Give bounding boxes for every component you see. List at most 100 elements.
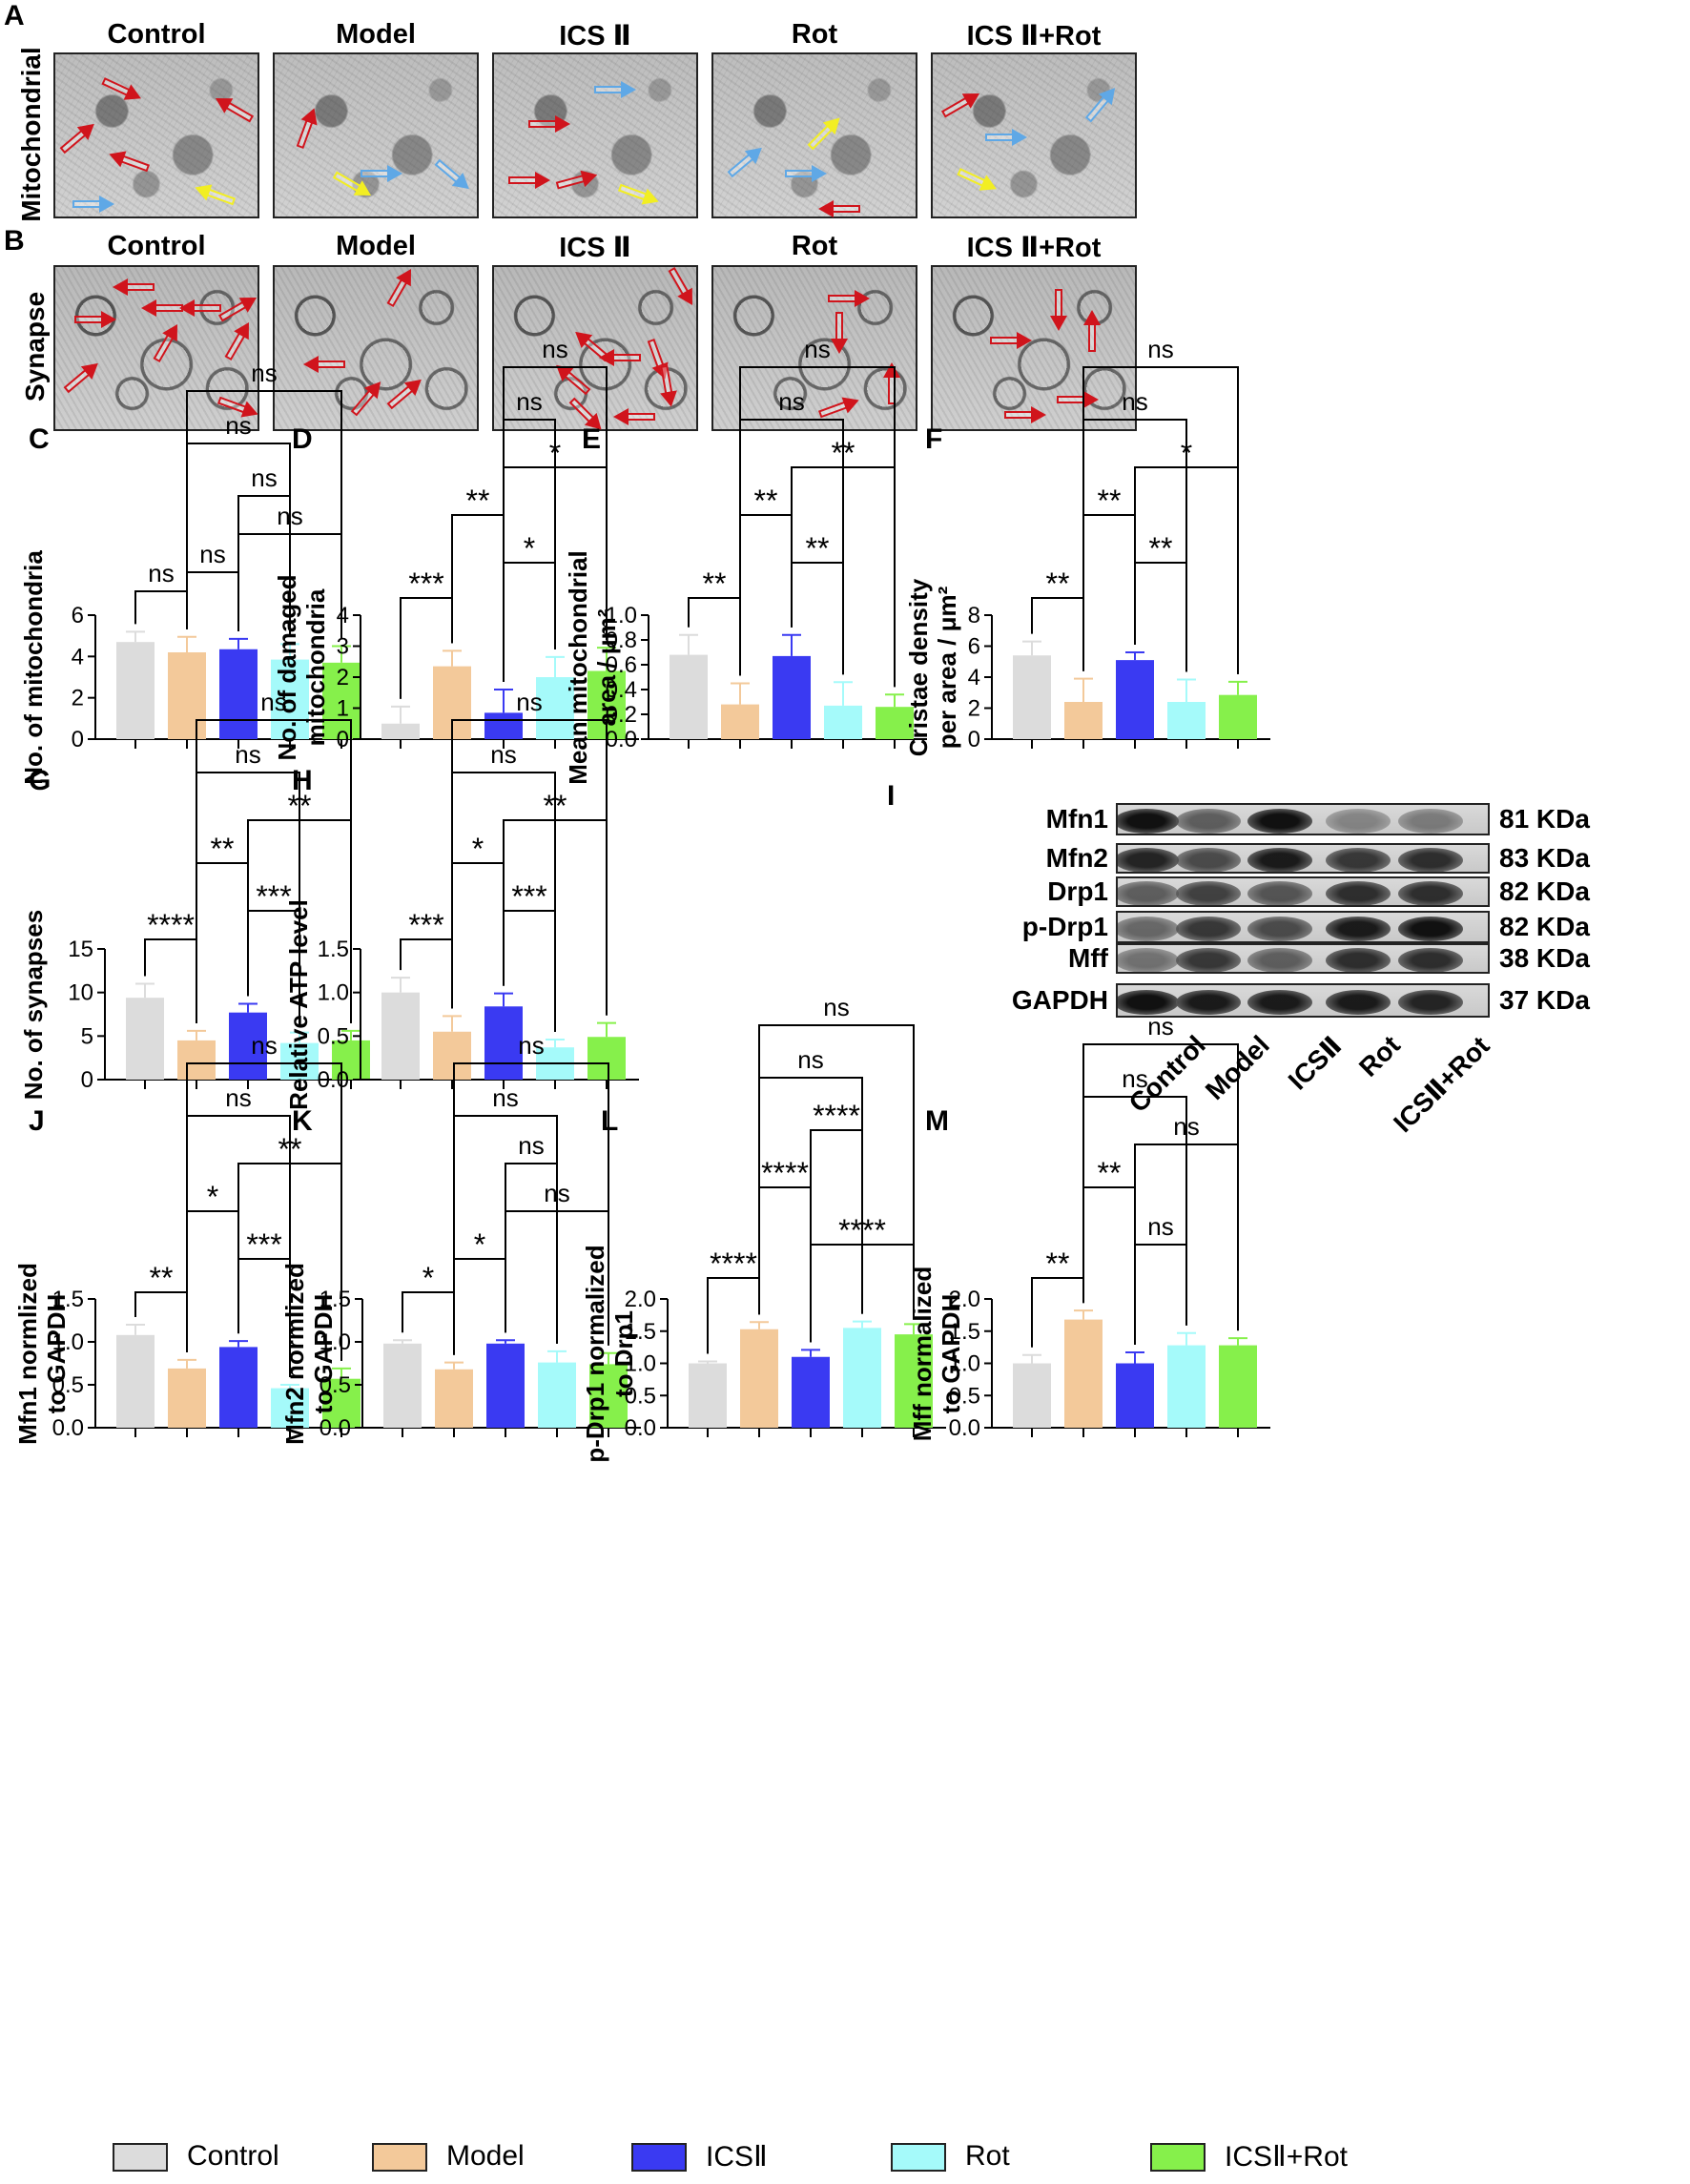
bar-Control xyxy=(1013,1363,1051,1428)
legend-swatch xyxy=(1150,2143,1206,2172)
bar-Model xyxy=(740,1329,778,1428)
significance-label: * xyxy=(472,832,484,866)
y-axis-label: per area / μm² xyxy=(933,586,961,749)
legend-label: Model xyxy=(446,2140,525,2172)
significance-label: ns xyxy=(778,387,804,416)
y-axis-label: Mean mitochondrial xyxy=(564,550,592,785)
bar-Control xyxy=(1013,655,1051,739)
y-axis-label: to GAPDH xyxy=(42,1294,71,1414)
bar-ICSⅡ xyxy=(1116,1363,1154,1428)
y-axis-label: Cristae density xyxy=(904,578,933,756)
significance-bracket xyxy=(1134,562,1187,672)
blot-size-label: 81 KDa xyxy=(1499,804,1590,834)
y-tick-label: 0.5 xyxy=(318,1023,349,1049)
significance-bracket xyxy=(134,590,188,629)
y-tick-label: 1.5 xyxy=(625,1319,656,1345)
y-tick-label: 1.0 xyxy=(625,1351,656,1377)
em-image-syn-rot xyxy=(711,265,917,431)
col-title-a-model: Model xyxy=(336,19,416,50)
y-axis-label: to Drp1 xyxy=(609,1310,638,1397)
blot-band xyxy=(1176,990,1241,1015)
y-tick-label: 2 xyxy=(72,686,84,711)
blot-size-label: 82 KDa xyxy=(1499,876,1590,906)
y-tick-label: 0.0 xyxy=(318,1067,349,1093)
legend-label: Rot xyxy=(965,2140,1010,2172)
significance-label: * xyxy=(524,531,535,566)
em-image-mito-ics xyxy=(492,52,698,218)
col-title-a-ics: ICS Ⅱ xyxy=(559,21,631,52)
legend-label: Control xyxy=(187,2140,279,2172)
blot-strip-gapdh xyxy=(1116,983,1490,1018)
bar-Rot xyxy=(271,659,309,739)
significance-label: ns xyxy=(225,1083,251,1112)
bar-Model xyxy=(1064,1319,1103,1428)
significance-bracket xyxy=(196,862,249,1023)
bar-Rot xyxy=(536,677,574,739)
bar-ICSⅡ xyxy=(484,712,523,739)
legend-swatch xyxy=(631,2143,687,2172)
significance-label: ns xyxy=(490,740,516,769)
y-axis-label: mitochondria xyxy=(301,588,330,746)
significance-bracket xyxy=(1082,514,1136,671)
em-image-mito-control xyxy=(53,52,259,218)
significance-bracket xyxy=(1082,1043,1239,1331)
bar-Rot xyxy=(824,705,862,739)
y-tick-label: 1.0 xyxy=(606,603,637,628)
blot-band xyxy=(1118,848,1179,872)
significance-label: **** xyxy=(761,1156,809,1190)
bar-ICSⅡ xyxy=(484,1006,523,1080)
y-tick-label: 0.5 xyxy=(52,1372,84,1398)
blot-protein-label: GAPDH xyxy=(1011,985,1108,1015)
significance-bracket xyxy=(503,366,608,682)
bar-Model xyxy=(433,1031,471,1080)
significance-bracket xyxy=(739,366,896,688)
blot-band xyxy=(1176,848,1241,872)
y-tick-label: 0.0 xyxy=(949,1415,980,1441)
bar-Control xyxy=(670,654,708,739)
bar-Rot xyxy=(538,1362,576,1428)
y-axis-label: to GAPDH xyxy=(309,1294,338,1414)
bar-Control xyxy=(116,642,155,739)
bar-Model xyxy=(168,652,206,739)
bar-ICSⅡ+Rot xyxy=(895,1334,933,1428)
bar-ICSⅡ+Rot xyxy=(322,662,361,739)
y-tick-label: 4 xyxy=(337,603,349,628)
significance-label: ns xyxy=(1147,1212,1173,1241)
y-axis-label: Relative ATP level xyxy=(284,899,313,1110)
significance-label: ns xyxy=(797,1045,823,1074)
bar-ICSⅡ xyxy=(792,1356,830,1428)
significance-label: ns xyxy=(251,359,277,387)
significance-label: ns xyxy=(199,540,225,568)
blot-band xyxy=(1118,917,1179,941)
blot-band xyxy=(1398,809,1463,834)
bar-ICSⅡ+Rot xyxy=(332,1040,370,1080)
blot-band xyxy=(1176,809,1241,834)
significance-bracket xyxy=(1134,1244,1187,1346)
y-axis-label: Mff normalized xyxy=(908,1267,937,1441)
significance-bracket xyxy=(1082,366,1239,674)
blot-band xyxy=(1326,881,1391,905)
significance-label: * xyxy=(422,1261,434,1295)
significance-label: ns xyxy=(251,1031,277,1060)
blot-band xyxy=(1398,881,1463,905)
significance-bracket xyxy=(186,571,239,631)
em-image-mito-rot xyxy=(711,52,917,218)
bar-Control xyxy=(689,1363,727,1428)
blot-band xyxy=(1326,848,1391,872)
blot-band xyxy=(1398,848,1463,872)
blot-protein-label: Mfn1 xyxy=(1045,804,1108,834)
blot-band xyxy=(1118,881,1179,905)
em-image-mito-ics-rot xyxy=(931,52,1137,218)
y-tick-label: 1.0 xyxy=(319,1329,351,1355)
y-tick-label: 0 xyxy=(72,727,84,752)
y-tick-label: 0.0 xyxy=(319,1415,351,1441)
significance-label: ns xyxy=(1122,1064,1147,1093)
col-title-b-model: Model xyxy=(336,231,416,261)
significance-label: ns xyxy=(804,335,830,363)
significance-label: ns xyxy=(516,688,542,716)
blot-band xyxy=(1247,917,1312,941)
significance-label: ** xyxy=(754,484,778,518)
significance-label: *** xyxy=(408,908,443,942)
y-tick-label: 6 xyxy=(72,603,84,628)
em-image-syn-control xyxy=(53,265,259,431)
